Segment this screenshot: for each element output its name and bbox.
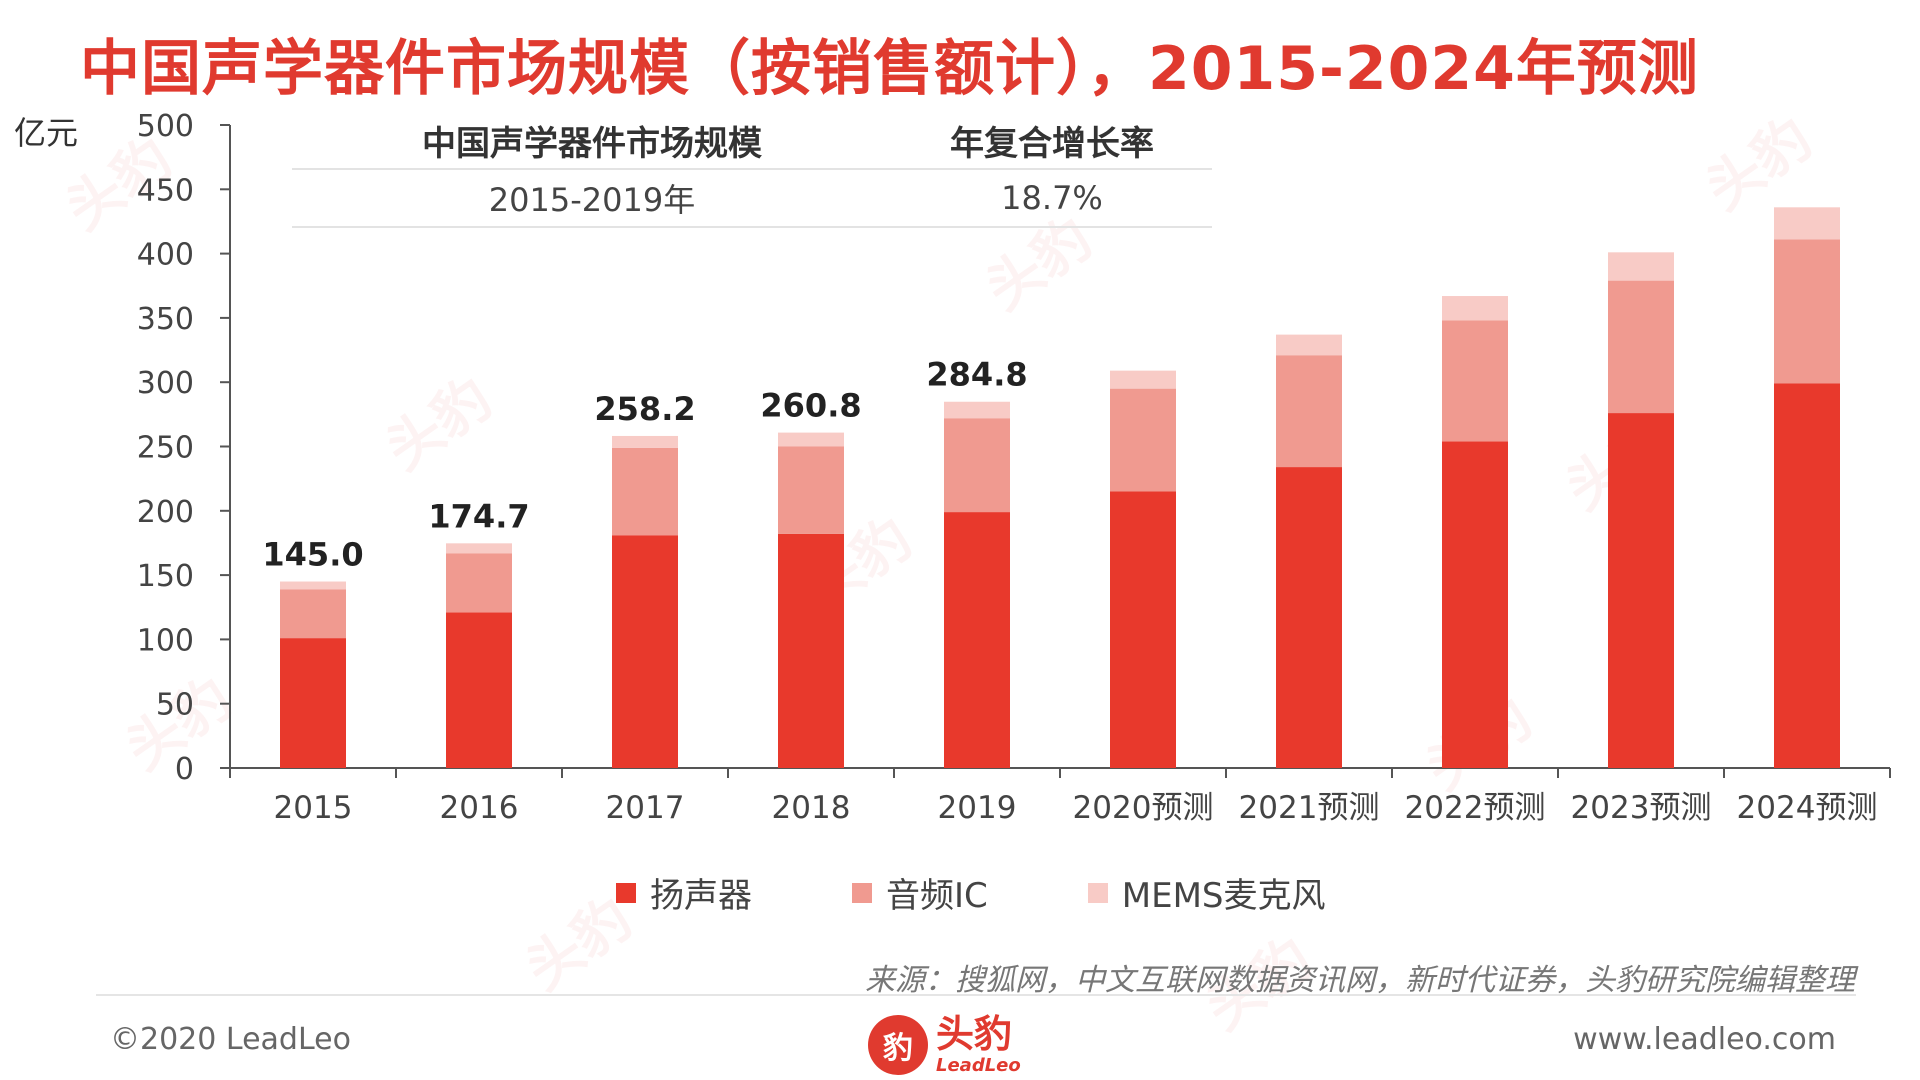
bar-mems — [280, 581, 346, 590]
bar-speaker — [1774, 383, 1840, 768]
cagr-period: 2015-2019年 — [488, 181, 696, 219]
bar-mems — [778, 432, 844, 447]
logo-en: LeadLeo — [936, 1055, 1021, 1076]
bar-mems — [612, 435, 678, 448]
total-data-label: 284.8 — [926, 356, 1027, 394]
x-tick-label: 2019 — [938, 790, 1017, 826]
bar-speaker — [1276, 467, 1342, 768]
bar-mems — [1110, 370, 1176, 389]
bar-audio-ic — [1276, 355, 1342, 468]
logo-text: 头豹 LeadLeo — [936, 1015, 1021, 1075]
total-data-label: 258.2 — [594, 390, 695, 428]
source-note: 来源：搜狐网，中文互联网数据资讯网，新时代证券，头豹研究院编辑整理 — [865, 963, 1855, 998]
y-tick-label: 250 — [137, 431, 194, 466]
bar-audio-ic — [1774, 239, 1840, 384]
x-tick-label: 2017 — [606, 790, 685, 826]
x-tick-label: 2016 — [440, 790, 519, 826]
cagr-value-row: 2015-2019年 18.7% — [292, 170, 1212, 228]
bar-speaker — [778, 533, 844, 768]
bar-audio-ic — [1110, 388, 1176, 492]
website-link[interactable]: www.leadleo.com — [1573, 1022, 1836, 1057]
bar-speaker — [280, 638, 346, 768]
bar-speaker — [1608, 413, 1674, 768]
y-tick-label: 50 — [156, 688, 194, 723]
cagr-rate: 18.7% — [1001, 179, 1103, 217]
y-tick-label: 200 — [137, 495, 194, 530]
bar-speaker — [944, 512, 1010, 768]
total-data-label: 260.8 — [760, 387, 861, 425]
y-tick-label: 350 — [137, 302, 194, 337]
legend-item-mems: MEMS麦克风 — [1087, 868, 1326, 917]
bar-audio-ic — [778, 446, 844, 534]
bar-mems — [1442, 296, 1508, 321]
bar-speaker — [1442, 441, 1508, 768]
bar-mems — [1608, 252, 1674, 281]
y-axis-unit: 亿元 — [14, 114, 79, 152]
y-tick-label: 500 — [137, 109, 194, 144]
x-tick-label: 2023预测 — [1571, 790, 1712, 826]
leo-head-icon: 豹 — [868, 1015, 928, 1075]
y-tick-label: 450 — [137, 173, 194, 208]
bar-speaker — [612, 535, 678, 768]
legend-swatch-mems — [1087, 882, 1108, 903]
x-tick-label: 2015 — [274, 790, 353, 826]
cagr-header-row: 中国声学器件市场规模 年复合增长率 — [292, 112, 1212, 170]
bar-mems — [1276, 334, 1342, 356]
bar-speaker — [1110, 491, 1176, 768]
y-tick-label: 300 — [137, 366, 194, 401]
bar-audio-ic — [446, 553, 512, 613]
x-tick-label: 2022预测 — [1405, 790, 1546, 826]
total-data-label: 174.7 — [428, 497, 529, 535]
bar-audio-ic — [612, 447, 678, 536]
cagr-header-rate: 年复合增长率 — [950, 123, 1154, 164]
bar-audio-ic — [944, 418, 1010, 513]
x-tick-label: 2018 — [772, 790, 851, 826]
x-tick-label: 2024预测 — [1737, 790, 1878, 826]
bar-mems — [1774, 207, 1840, 240]
legend-label-speaker: 扬声器 — [650, 876, 752, 916]
total-data-label: 145.0 — [262, 536, 363, 574]
copyright: ©2020 LeadLeo — [110, 1022, 351, 1057]
footer-divider — [96, 994, 1856, 996]
y-tick-label: 400 — [137, 238, 194, 273]
page-title: 中国声学器件市场规模（按销售额计），2015-2024年预测 — [80, 34, 1699, 104]
leadleo-logo: 豹 头豹 LeadLeo — [868, 1010, 1068, 1080]
legend-item-speaker: 扬声器 — [616, 868, 752, 917]
bar-mems — [446, 543, 512, 554]
logo-cn: 头豹 — [936, 1012, 1013, 1056]
x-tick-label: 2020预测 — [1073, 790, 1214, 826]
cagr-header-market: 中国声学器件市场规模 — [422, 123, 762, 164]
legend-swatch-audio-ic — [852, 882, 872, 903]
bar-audio-ic — [1442, 320, 1508, 442]
bar-audio-ic — [280, 589, 346, 639]
bar-audio-ic — [1608, 280, 1674, 414]
cagr-table: 中国声学器件市场规模 年复合增长率 2015-2019年 18.7% — [292, 112, 1212, 228]
legend-label-mems: MEMS麦克风 — [1121, 876, 1326, 916]
legend-label-audio-ic: 音频IC — [886, 876, 988, 916]
x-tick-label: 2021预测 — [1239, 790, 1380, 826]
y-tick-label: 0 — [175, 752, 194, 787]
bar-mems — [944, 401, 1010, 419]
legend-swatch-speaker — [616, 882, 636, 903]
y-tick-label: 150 — [137, 559, 194, 594]
legend-item-audio-ic: 音频IC — [852, 868, 988, 917]
y-tick-label: 100 — [137, 623, 194, 658]
chart-legend: 扬声器 音频IC MEMS麦克风 — [616, 868, 1426, 917]
bar-speaker — [446, 612, 512, 768]
